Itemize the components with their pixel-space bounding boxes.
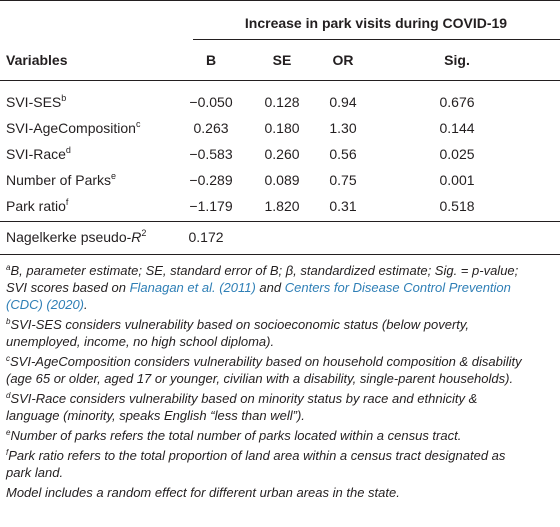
cell-se: 1.820 (264, 198, 300, 214)
cell-b: −1.179 (189, 198, 233, 214)
pseudo-r2-label: Nagelkerke pseudo-R2 (6, 228, 147, 246)
rows-bottom-rule (0, 221, 560, 222)
col-header-se: SE (272, 52, 292, 68)
cell-or: 1.30 (329, 120, 357, 136)
group-header-rule (193, 39, 560, 40)
footnote-d-line2: language (minority, speaks English “less… (6, 408, 305, 423)
cell-se: 0.128 (264, 94, 300, 110)
cell-sig: 0.144 (439, 120, 475, 136)
col-header-or: OR (332, 52, 354, 68)
cell-se: 0.260 (264, 146, 300, 162)
cell-sig: 0.025 (439, 146, 475, 162)
footnote-f-line2: park land. (6, 465, 64, 480)
cell-or: 0.31 (329, 198, 357, 214)
col-header-sig: Sig. (444, 52, 470, 68)
cell-sig: 0.001 (439, 172, 475, 188)
footnote-d: dSVI-Race considers vulnerability based … (6, 391, 478, 406)
row-label: SVI-Raced (6, 145, 71, 163)
footnote-a-line3: (CDC) (2020). (6, 297, 88, 312)
footnote-a: aB, parameter estimate; SE, standard err… (6, 263, 519, 278)
header-bottom-rule (0, 80, 560, 81)
group-header: Increase in park visits during COVID-19 (244, 15, 508, 31)
footnote-e: eNumber of parks refers the total number… (6, 428, 462, 443)
cell-se: 0.180 (264, 120, 300, 136)
cell-b: 0.263 (193, 120, 229, 136)
cell-or: 0.75 (329, 172, 357, 188)
table-bottom-rule (0, 254, 560, 255)
footnote-b-line2: unemployed, income, no high school diplo… (6, 334, 275, 349)
pseudo-r2-value: 0.172 (188, 229, 224, 245)
col-header-b: B (205, 52, 217, 68)
footnote-a-line2: SVI scores based on Flanagan et al. (201… (6, 280, 511, 295)
row-label: SVI-AgeCompositionc (6, 119, 141, 137)
cell-sig: 0.518 (439, 198, 475, 214)
col-header-variables: Variables (6, 52, 68, 68)
row-label: Park ratiof (6, 197, 69, 215)
cell-or: 0.56 (329, 146, 357, 162)
citation-link-cdc-year[interactable]: (CDC) (2020) (6, 297, 85, 312)
cell-b: −0.289 (189, 172, 233, 188)
cell-b: −0.583 (189, 146, 233, 162)
row-label: Number of Parkse (6, 171, 117, 189)
footnote-c-line2: (age 65 or older, aged 17 or younger, ci… (6, 371, 514, 386)
cell-sig: 0.676 (439, 94, 475, 110)
footnote-c: cSVI-AgeComposition considers vulnerabil… (6, 354, 522, 369)
cell-or: 0.94 (329, 94, 357, 110)
table-top-rule (0, 0, 560, 1)
footnote-f: fPark ratio refers to the total proporti… (6, 448, 506, 463)
cell-se: 0.089 (264, 172, 300, 188)
cell-b: −0.050 (189, 94, 233, 110)
footnote-b: bSVI-SES considers vulnerability based o… (6, 317, 470, 332)
citation-link-cdc[interactable]: Centers for Disease Control Prevention (284, 280, 511, 295)
model-note: Model includes a random effect for diffe… (6, 485, 400, 500)
row-label: SVI-SESb (6, 93, 67, 111)
citation-link-flanagan[interactable]: Flanagan et al. (2011) (129, 280, 256, 295)
